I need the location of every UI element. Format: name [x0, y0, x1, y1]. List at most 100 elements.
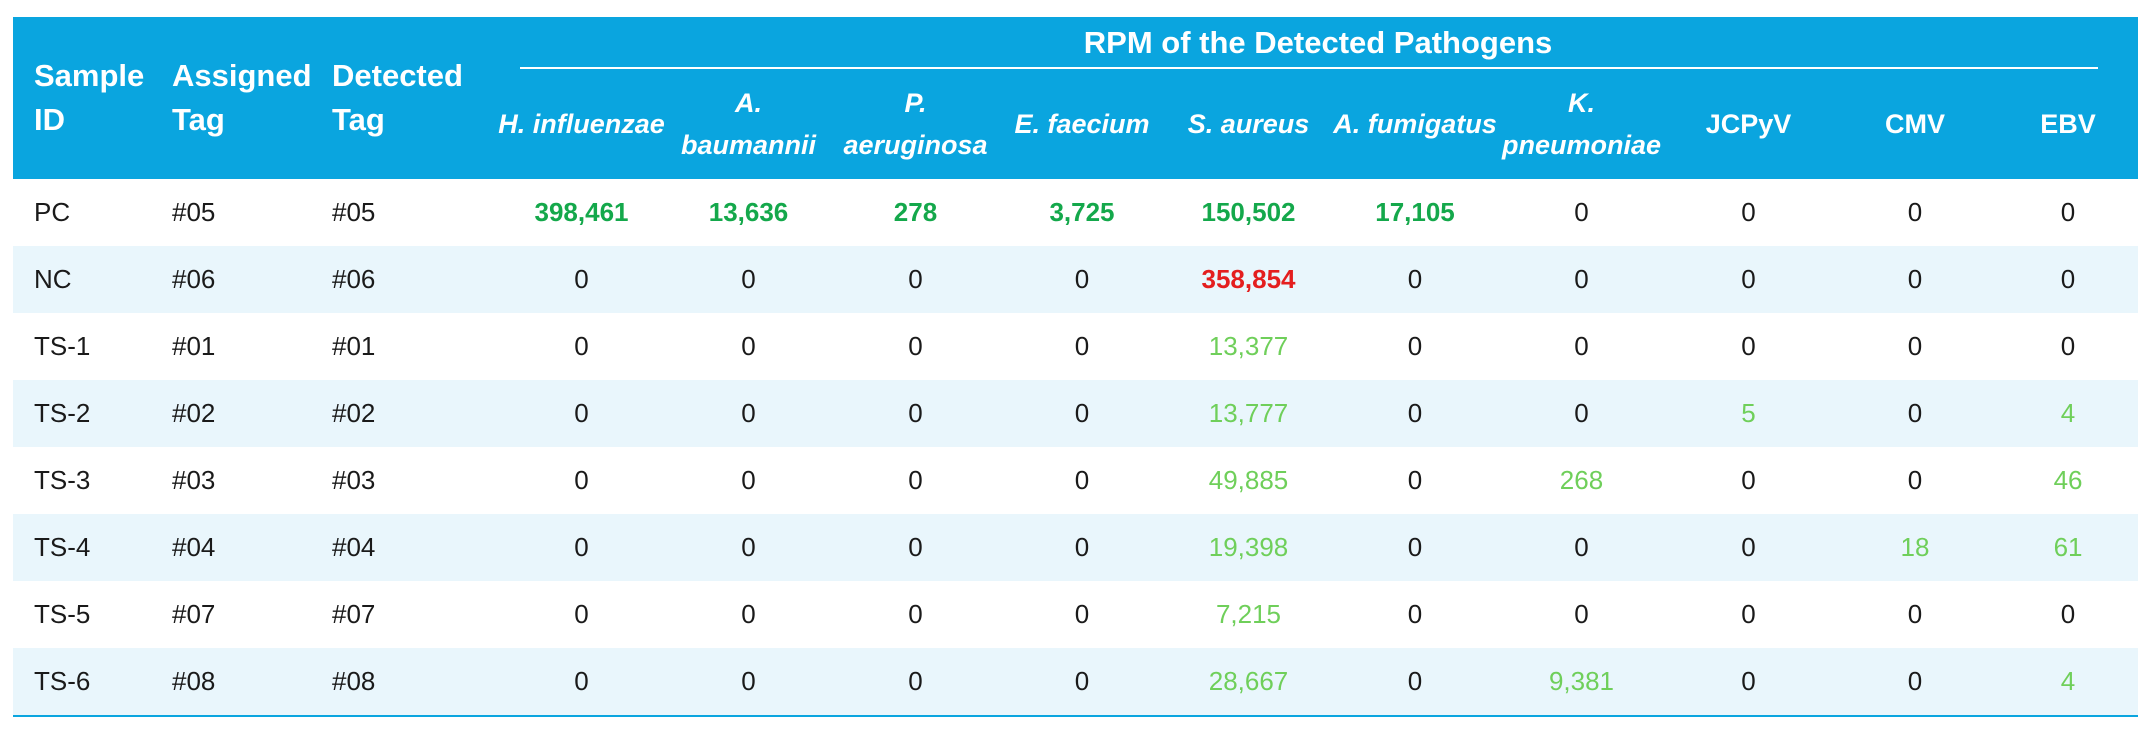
- cell-rpm-value: 0: [908, 331, 923, 361]
- cell-rpm-value: 0: [1665, 246, 1832, 313]
- col-header-pathogen: CMV: [1832, 69, 1998, 179]
- cell-rpm-value: 0: [1574, 599, 1589, 629]
- cell-rpm-value: 4: [1998, 648, 2139, 717]
- col-header-pathogen: JCPyV: [1665, 69, 1832, 179]
- group-header-rpm: RPM of the Detected Pathogens: [498, 17, 2139, 69]
- cell-rpm-value: 0: [908, 465, 923, 495]
- cell-rpm-value: 3,725: [1049, 197, 1115, 227]
- cell-rpm-value: 0: [1665, 648, 1832, 717]
- cell-detected-tag: #07: [332, 599, 376, 629]
- cell-rpm-value: 0: [498, 380, 665, 447]
- rpm-table-container: Sample ID Assigned Tag Detected Tag RPM …: [13, 17, 2139, 717]
- cell-rpm-value: 278: [893, 197, 938, 227]
- cell-rpm-value: 0: [908, 599, 923, 629]
- cell-rpm-value: 0: [665, 380, 832, 447]
- cell-rpm-value: 0: [1407, 331, 1423, 361]
- cell-rpm-value: 0: [665, 514, 832, 581]
- cell-rpm-value: 0: [999, 246, 1165, 313]
- cell-rpm-value: 0: [1407, 599, 1423, 629]
- cell-rpm-value: 0: [1074, 331, 1090, 361]
- cell-sample-id: TS-5: [34, 599, 91, 629]
- cell-rpm-value: 150,502: [1201, 197, 1296, 227]
- cell-rpm-value: 0: [1741, 599, 1756, 629]
- cell-assigned-tag: #04: [151, 514, 311, 581]
- cell-rpm-value: 0: [1907, 599, 1923, 629]
- cell-rpm-value: 0: [999, 648, 1165, 717]
- col-header-pathogen: P. aeruginosa: [832, 69, 999, 179]
- cell-rpm-value: 28,667: [1165, 648, 1332, 717]
- cell-rpm-value: 0: [1332, 648, 1498, 717]
- cell-rpm-value: 0: [1498, 514, 1665, 581]
- cell-rpm-value: 0: [832, 648, 999, 717]
- col-header-pathogen: H. influenzae: [498, 69, 665, 179]
- cell-rpm-value: 0: [741, 465, 756, 495]
- cell-rpm-value: 0: [665, 246, 832, 313]
- cell-detected-tag: #08: [311, 648, 498, 717]
- cell-rpm-value: 18: [1832, 514, 1998, 581]
- table-row: TS-3 #03 #03 0 0 0 0 49,885 0 268 0 0 46: [13, 447, 2138, 514]
- cell-rpm-value: 0: [999, 380, 1165, 447]
- cell-rpm-value: 0: [574, 465, 589, 495]
- cell-rpm-value: 0: [1665, 514, 1832, 581]
- group-header-label: RPM of the Detected Pathogens: [1083, 25, 1553, 60]
- cell-rpm-value: 5: [1665, 380, 1832, 447]
- cell-rpm-value: 0: [1574, 197, 1589, 227]
- cell-detected-tag: #06: [311, 246, 498, 313]
- cell-rpm-value: 0: [1998, 246, 2139, 313]
- cell-detected-tag: #04: [311, 514, 498, 581]
- cell-rpm-value: 13,777: [1165, 380, 1332, 447]
- cell-detected-tag: #05: [332, 197, 376, 227]
- table-header: Sample ID Assigned Tag Detected Tag RPM …: [13, 17, 2139, 179]
- cell-assigned-tag: #03: [172, 465, 216, 495]
- cell-assigned-tag: #05: [172, 197, 216, 227]
- cell-rpm-value: 13,377: [1208, 331, 1289, 361]
- cell-rpm-value: 0: [1741, 465, 1756, 495]
- cell-assigned-tag: #08: [151, 648, 311, 717]
- col-header-pathogen: A. fumigatus: [1332, 69, 1498, 179]
- cell-rpm-value: 0: [1832, 648, 1998, 717]
- cell-rpm-value: 0: [1332, 514, 1498, 581]
- cell-rpm-value: 0: [1332, 246, 1498, 313]
- cell-rpm-value: 0: [832, 380, 999, 447]
- cell-rpm-value: 0: [1832, 380, 1998, 447]
- col-header-pathogen: A. baumannii: [665, 69, 832, 179]
- cell-sample-id: TS-2: [13, 380, 151, 447]
- cell-rpm-value: 0: [1574, 331, 1589, 361]
- cell-rpm-value: 268: [1559, 465, 1604, 495]
- table-row: TS-6 #08 #08 0 0 0 0 28,667 0 9,381 0 0 4: [13, 648, 2139, 717]
- cell-rpm-value: 0: [741, 331, 756, 361]
- cell-rpm-value: 0: [1074, 599, 1090, 629]
- cell-rpm-value: 0: [2060, 599, 2076, 629]
- cell-rpm-value: 0: [498, 246, 665, 313]
- cell-sample-id: TS-3: [34, 465, 91, 495]
- cell-assigned-tag: #06: [151, 246, 311, 313]
- cell-rpm-value: 0: [832, 246, 999, 313]
- cell-sample-id: PC: [34, 197, 71, 227]
- cell-sample-id: NC: [13, 246, 151, 313]
- table-row: PC #05 #05 398,461 13,636 278 3,725 150,502 17,1…: [13, 179, 2138, 246]
- table-row: TS-1 #01 #01 0 0 0 0 13,377 0 0 0 0 0: [13, 313, 2138, 380]
- cell-rpm-value: 0: [574, 599, 589, 629]
- cell-rpm-value: 0: [1074, 465, 1090, 495]
- table-body: PC #05 #05 398,461 13,636 278 3,725 150,502 17,1…: [13, 179, 2139, 717]
- col-header-pathogen: K. pneumoniae: [1498, 69, 1665, 179]
- cell-rpm-value: 19,398: [1165, 514, 1332, 581]
- cell-rpm-value: 358,854: [1165, 246, 1332, 313]
- header-row-top: Sample ID Assigned Tag Detected Tag RPM …: [13, 17, 2139, 179]
- cell-rpm-value: 0: [498, 514, 665, 581]
- cell-rpm-value: 0: [574, 331, 589, 361]
- col-header-sample-id: Sample ID: [13, 17, 151, 179]
- cell-rpm-value: 0: [2060, 197, 2076, 227]
- cell-rpm-value: 4: [1998, 380, 2139, 447]
- cell-rpm-value: 46: [2053, 465, 2083, 495]
- cell-rpm-value: 0: [1332, 380, 1498, 447]
- cell-rpm-value: 0: [1498, 380, 1665, 447]
- cell-assigned-tag: #02: [151, 380, 311, 447]
- cell-rpm-value: 9,381: [1498, 648, 1665, 717]
- cell-rpm-value: 13,636: [708, 197, 789, 227]
- cell-rpm-value: 0: [741, 599, 756, 629]
- header-row-pathogens: H. influenzae A. baumannii P. aeruginosa E.…: [13, 69, 2139, 179]
- cell-rpm-value: 0: [2060, 331, 2076, 361]
- cell-detected-tag: #02: [311, 380, 498, 447]
- cell-rpm-value: 61: [1998, 514, 2139, 581]
